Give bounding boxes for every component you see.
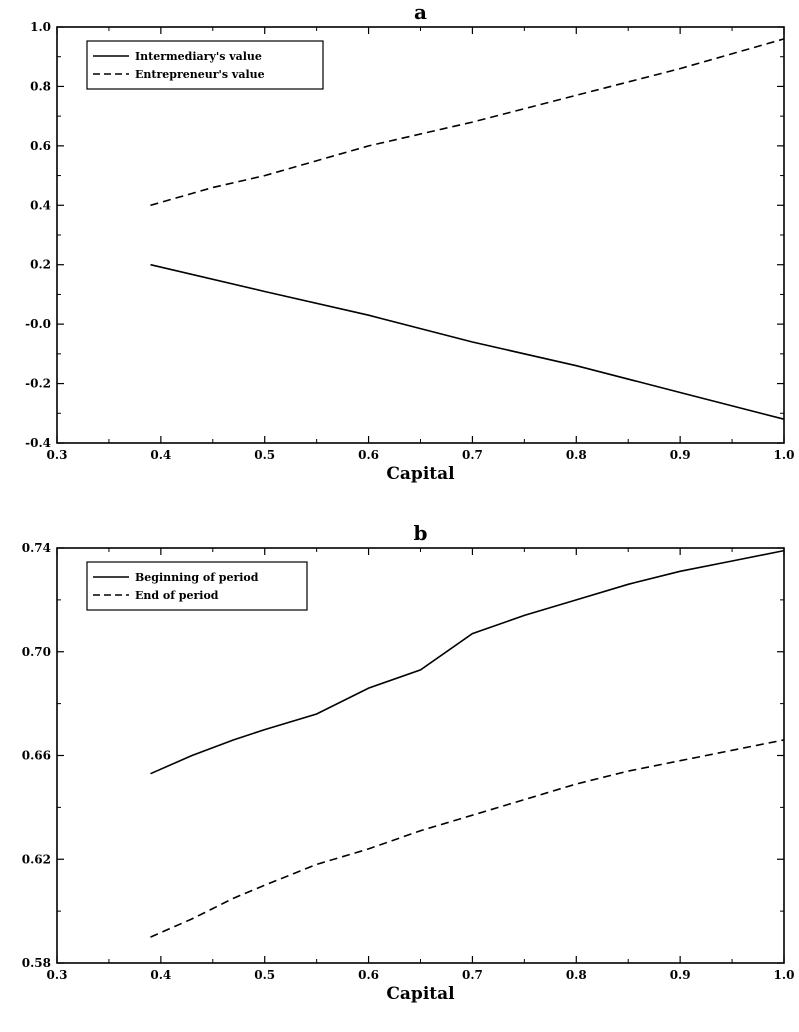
x-tick-label: 0.4: [150, 448, 171, 462]
legend-entry: Beginning of period: [135, 571, 259, 584]
x-tick-label: 1.0: [774, 448, 795, 462]
legend-entry: Entrepreneur's value: [135, 68, 265, 81]
x-tick-label: 0.6: [358, 968, 379, 982]
x-tick-label: 0.3: [47, 448, 68, 462]
y-tick-label: 0.62: [22, 852, 51, 866]
y-tick-label: 0.6: [30, 139, 51, 153]
series-line-0: [150, 263, 785, 420]
series-line-1: [150, 38, 785, 207]
x-tick-label: 1.0: [774, 968, 795, 982]
series-line-1: [150, 739, 785, 938]
y-tick-label: -0.2: [25, 377, 51, 391]
y-tick-label: 0.8: [30, 79, 51, 93]
y-tick-label: 0.66: [22, 749, 51, 763]
legend-entry: End of period: [135, 589, 219, 602]
panel-a: a 0.3 0.4 0.5 0.6 0.7 0.8 0.9 1.0 -0.4 -0.2 -0.0 0.2…: [25, 0, 794, 484]
y-tick-label: 0.74: [22, 541, 51, 555]
y-tick-label: 1.0: [30, 20, 51, 34]
x-tick-label: 0.7: [462, 968, 483, 982]
x-tick-label: 0.5: [254, 448, 275, 462]
x-tick-label: 0.9: [670, 968, 691, 982]
chart-title: b: [414, 521, 428, 545]
x-tick-label: 0.5: [254, 968, 275, 982]
x-tick-label: 0.4: [150, 968, 171, 982]
series-line-0: [150, 549, 785, 775]
x-tick-label: 0.3: [47, 968, 68, 982]
panel-b: b 0.3 0.4 0.5 0.6 0.7 0.8 0.9 1.0 0.58 0.62 0.66 0.7…: [22, 521, 795, 1004]
x-tick-label: 0.8: [566, 968, 587, 982]
y-tick-label: -0.4: [25, 436, 51, 450]
x-tick-label: 0.8: [566, 448, 587, 462]
x-tick-label: 0.9: [670, 448, 691, 462]
y-tick-label: 0.58: [22, 956, 51, 970]
x-tick-label: 0.6: [358, 448, 379, 462]
chart-title: a: [414, 0, 427, 24]
y-tick-label: -0.0: [25, 317, 51, 331]
y-tick-label: 0.2: [30, 258, 51, 272]
legend-entry: Intermediary's value: [135, 50, 262, 63]
y-tick-label: 0.70: [22, 645, 51, 659]
y-tick-label: 0.4: [30, 198, 51, 212]
x-tick-label: 0.7: [462, 448, 483, 462]
legend-box: [86, 561, 308, 611]
x-axis-label: Capital: [386, 464, 455, 484]
legend-box: [86, 40, 324, 90]
x-axis-label: Capital: [386, 984, 455, 1004]
